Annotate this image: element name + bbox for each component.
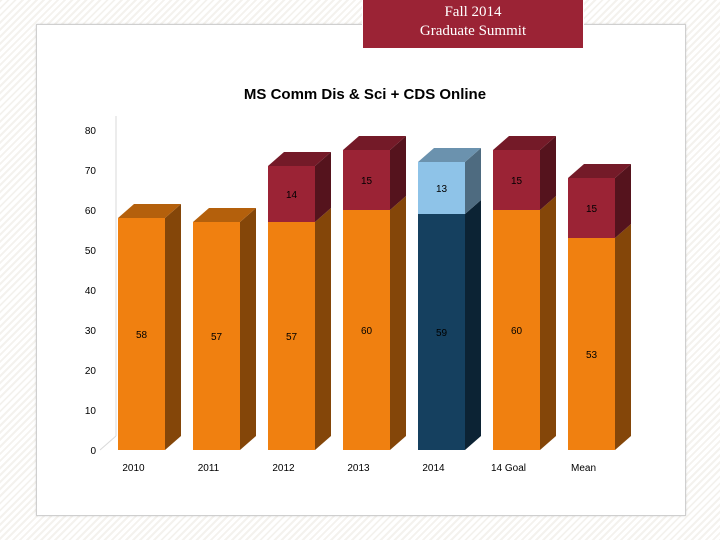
y-tick-label: 50 bbox=[85, 246, 97, 257]
floor-edge bbox=[99, 435, 117, 451]
bar-increment-top bbox=[568, 164, 631, 178]
bar-base-side bbox=[240, 208, 256, 450]
data-label-base: 59 bbox=[436, 328, 448, 339]
bar-base-side bbox=[615, 224, 631, 450]
x-tick-label: 14 Goal bbox=[491, 463, 526, 474]
y-tick-label: 60 bbox=[85, 206, 97, 217]
bar-increment-top bbox=[418, 148, 481, 162]
bar-increment-top bbox=[343, 136, 406, 150]
data-label-increment: 15 bbox=[361, 176, 373, 187]
bar-base-front bbox=[343, 210, 390, 450]
x-tick-label: 2012 bbox=[272, 463, 295, 474]
bar-increment-side bbox=[465, 148, 481, 214]
bar-base-side bbox=[165, 204, 181, 450]
y-tick-label: 40 bbox=[85, 286, 97, 297]
y-tick-label: 0 bbox=[90, 446, 96, 457]
y-tick-label: 20 bbox=[85, 366, 97, 377]
bar-base-front bbox=[493, 210, 540, 450]
chart-title: MS Comm Dis & Sci + CDS Online bbox=[244, 86, 486, 103]
bar-increment-top bbox=[268, 152, 331, 166]
x-tick-label: 2013 bbox=[347, 463, 370, 474]
x-tick-label: Mean bbox=[571, 463, 596, 474]
bar-base-top bbox=[193, 208, 256, 222]
data-label-increment: 13 bbox=[436, 184, 448, 195]
bar-increment-front bbox=[568, 178, 615, 238]
y-tick-label: 80 bbox=[85, 126, 97, 137]
bar-base-front bbox=[193, 222, 240, 450]
data-label-base: 57 bbox=[211, 332, 223, 343]
x-tick-label: 2014 bbox=[422, 463, 445, 474]
y-tick-label: 30 bbox=[85, 326, 97, 337]
data-label-base: 53 bbox=[586, 350, 598, 361]
data-label-base: 60 bbox=[511, 326, 523, 337]
banner-line-2: Graduate Summit bbox=[419, 23, 527, 39]
banner-line-1: Fall 2014 bbox=[444, 4, 502, 20]
data-label-base: 57 bbox=[286, 332, 298, 343]
y-tick-label: 70 bbox=[85, 166, 97, 177]
bar-base-side bbox=[390, 196, 406, 450]
bar-increment-side bbox=[540, 136, 556, 210]
data-label-base: 58 bbox=[136, 330, 148, 341]
bar-base-top bbox=[118, 204, 181, 218]
x-tick-label: 2010 bbox=[122, 463, 145, 474]
data-label-increment: 15 bbox=[586, 204, 598, 215]
data-label-base: 60 bbox=[361, 326, 373, 337]
data-label-increment: 14 bbox=[286, 190, 298, 201]
bar-increment-side bbox=[615, 164, 631, 238]
x-tick-label: 2011 bbox=[198, 463, 220, 474]
bar-base-front bbox=[118, 218, 165, 450]
bar-base-side bbox=[540, 196, 556, 450]
bar-base-front bbox=[418, 214, 465, 450]
bar-increment-front bbox=[493, 150, 540, 210]
bar-increment-top bbox=[493, 136, 556, 150]
bar-base-front bbox=[568, 238, 615, 450]
bar-base-side bbox=[315, 208, 331, 450]
bar-increment-front bbox=[343, 150, 390, 210]
bar-increment-front bbox=[418, 162, 465, 214]
header-banner: Fall 2014 Graduate Summit bbox=[362, 0, 584, 48]
bar-increment-front bbox=[268, 166, 315, 222]
data-label-increment: 15 bbox=[511, 176, 523, 187]
bar-increment-side bbox=[315, 152, 331, 222]
bar-increment-side bbox=[390, 136, 406, 210]
y-tick-label: 10 bbox=[85, 406, 97, 417]
bar-base-front bbox=[268, 222, 315, 450]
bar-base-side bbox=[465, 200, 481, 450]
